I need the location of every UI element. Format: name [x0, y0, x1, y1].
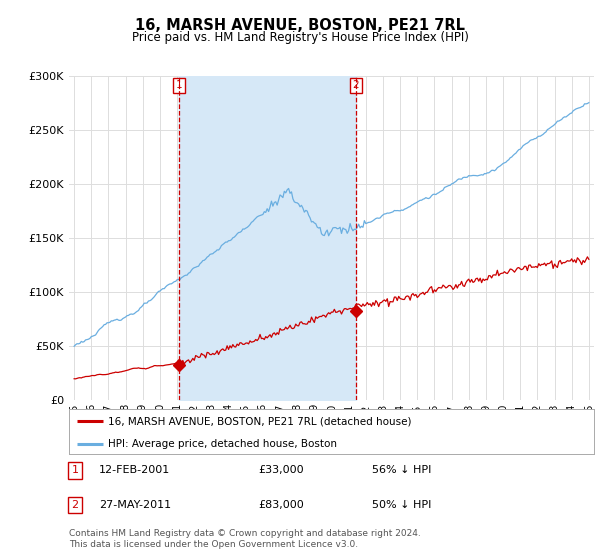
- Text: 2: 2: [352, 81, 359, 91]
- Text: HPI: Average price, detached house, Boston: HPI: Average price, detached house, Bost…: [109, 438, 337, 449]
- Text: £33,000: £33,000: [258, 465, 304, 475]
- Text: 50% ↓ HPI: 50% ↓ HPI: [372, 500, 431, 510]
- Text: Contains HM Land Registry data © Crown copyright and database right 2024.
This d: Contains HM Land Registry data © Crown c…: [69, 529, 421, 549]
- Text: 2: 2: [71, 500, 79, 510]
- Text: 56% ↓ HPI: 56% ↓ HPI: [372, 465, 431, 475]
- Text: 16, MARSH AVENUE, BOSTON, PE21 7RL: 16, MARSH AVENUE, BOSTON, PE21 7RL: [135, 18, 465, 33]
- Text: £83,000: £83,000: [258, 500, 304, 510]
- Text: 1: 1: [176, 81, 182, 91]
- Text: 12-FEB-2001: 12-FEB-2001: [99, 465, 170, 475]
- Text: Price paid vs. HM Land Registry's House Price Index (HPI): Price paid vs. HM Land Registry's House …: [131, 31, 469, 44]
- Text: 16, MARSH AVENUE, BOSTON, PE21 7RL (detached house): 16, MARSH AVENUE, BOSTON, PE21 7RL (deta…: [109, 416, 412, 426]
- Text: 1: 1: [71, 465, 79, 475]
- Text: 27-MAY-2011: 27-MAY-2011: [99, 500, 171, 510]
